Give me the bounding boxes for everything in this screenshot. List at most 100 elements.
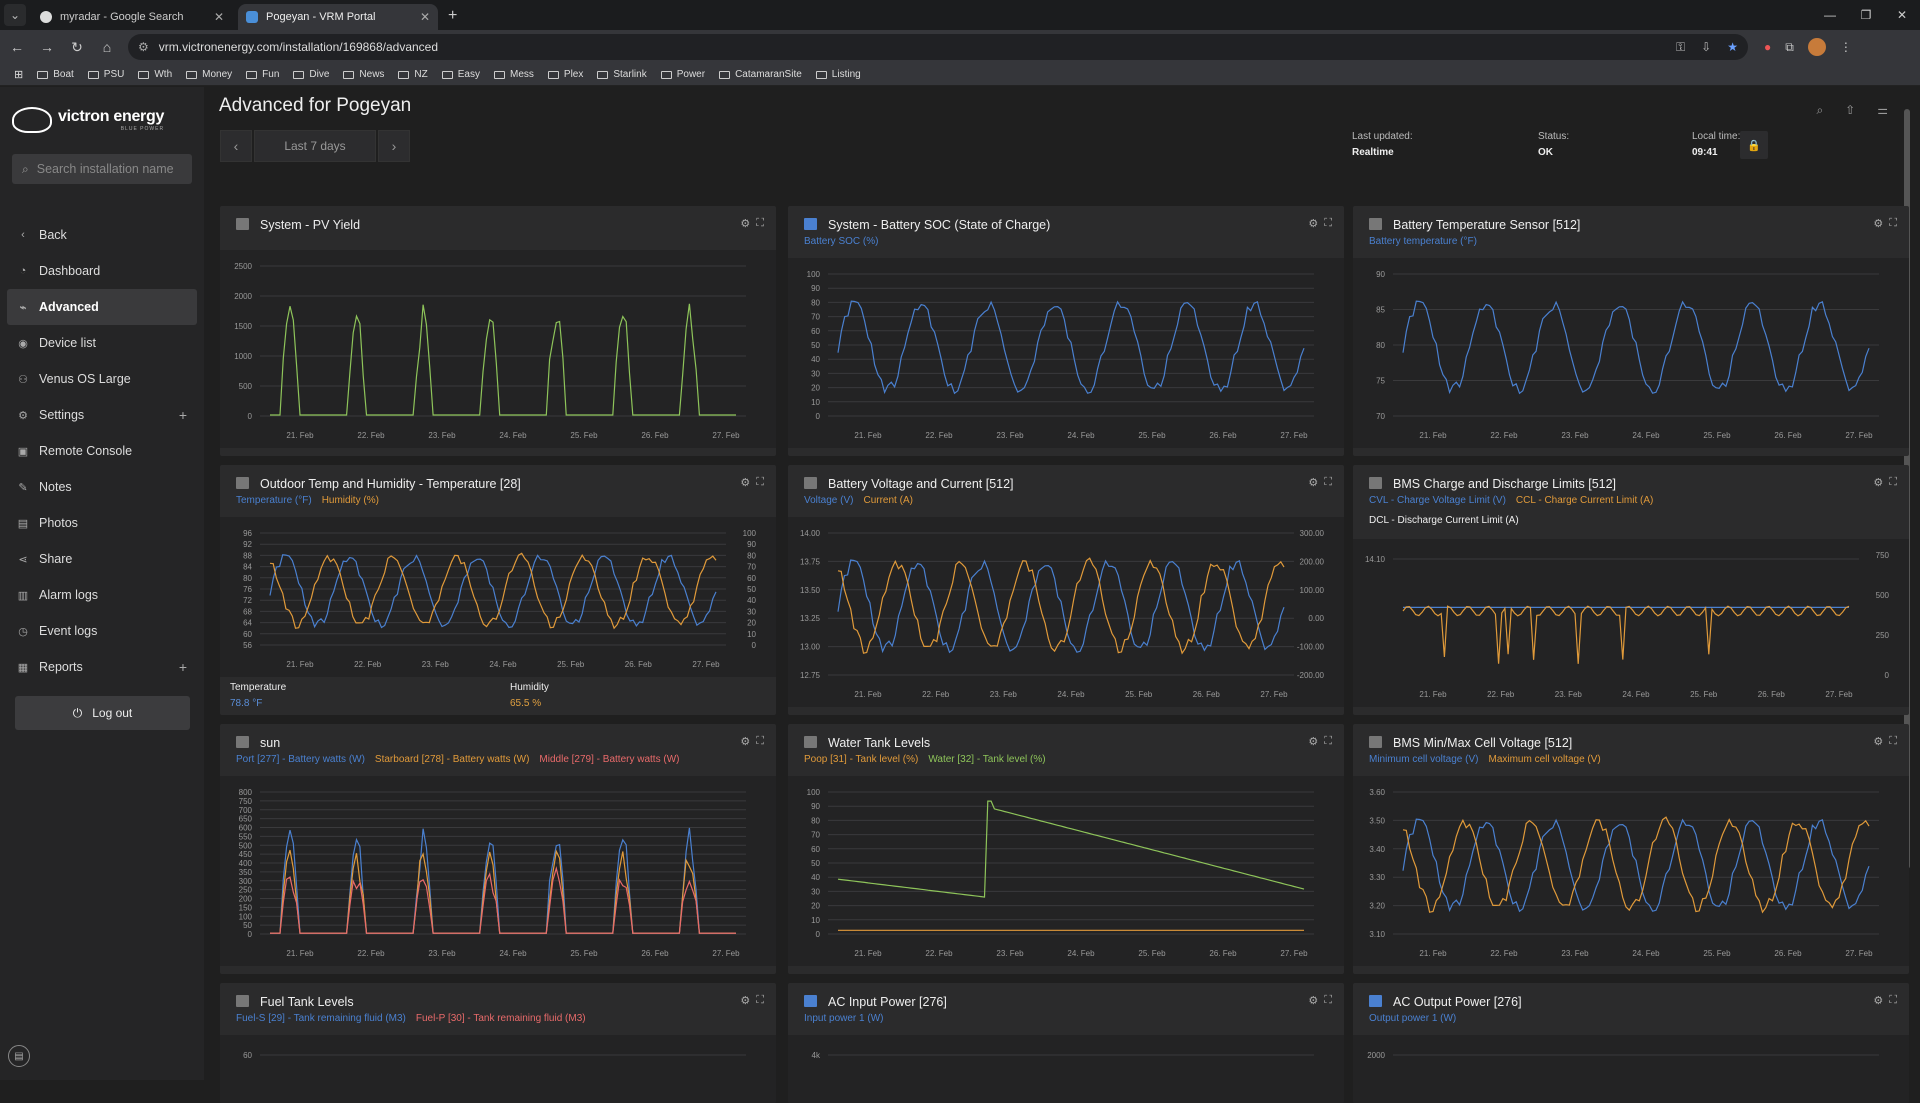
legend-item[interactable]: Humidity (%) [321,495,379,506]
zoom-icon[interactable]: ⌕ [1816,103,1824,117]
expand-icon[interactable]: ⛶ [1324,476,1332,488]
chart-plot[interactable]: 9692888480767268646056100908070605040302… [220,465,776,715]
legend-item[interactable]: Output power 1 (W) [1369,1013,1457,1024]
sidebar-item-event-logs[interactable]: ◷ Event logs [18,624,98,638]
tab-search-icon[interactable]: ⌄ [4,4,26,26]
legend-item[interactable]: Fuel-P [30] - Tank remaining fluid (M3) [415,1013,586,1024]
legend-item[interactable]: Minimum cell voltage (V) [1369,754,1479,765]
expand-icon[interactable]: ⛶ [1889,476,1897,488]
password-icon[interactable]: ⚿ [1676,39,1686,54]
sidebar-item-photos[interactable]: ▤ Photos [17,516,78,530]
expand-icon[interactable]: ⛶ [1324,994,1332,1006]
profile-avatar[interactable] [1807,38,1826,56]
legend-item[interactable]: Input power 1 (W) [804,1013,884,1024]
legend-item[interactable]: Temperature (°F) [236,495,312,506]
expand-icon[interactable]: ⛶ [756,735,764,747]
lock-button[interactable]: 🔒 [1740,131,1768,159]
bookmark-item[interactable]: Plex [547,69,583,80]
legend-item[interactable]: Maximum cell voltage (V) [1488,754,1601,765]
legend-item[interactable]: Current (A) [863,495,913,506]
gear-icon[interactable]: ⚙ [1308,736,1319,748]
sidebar-item-device-list[interactable]: ◉ Device list [18,336,96,350]
chart-plot[interactable]: 2000 [1353,983,1909,1103]
site-info-icon[interactable]: ⚙ [138,40,149,54]
sidebar-item-back[interactable]: ‹ Back [7,217,197,253]
forward-button[interactable]: → [40,39,54,55]
tab-vrm[interactable]: Pogeyan - VRM Portal ✕ [238,4,438,30]
reload-button[interactable]: ↻ [71,38,83,55]
bookmark-item[interactable]: Listing [815,69,861,80]
expand-icon[interactable]: ⛶ [1889,735,1897,747]
sidebar-item-venus-os-large[interactable]: ⚇ Venus OS Large [18,372,131,386]
gear-icon[interactable]: ⚙ [1873,995,1884,1007]
gear-icon[interactable]: ⚙ [1873,736,1884,748]
installation-search[interactable]: ⌕ [12,154,192,184]
expand-icon[interactable]: ⛶ [1889,994,1897,1006]
expand-icon[interactable]: ⛶ [756,217,764,229]
expand-icon[interactable]: + [178,659,187,675]
bookmark-item[interactable]: Easy [441,69,480,80]
close-tab-icon[interactable]: ✕ [419,10,430,24]
bookmark-item[interactable]: CatamaranSite [719,69,802,80]
bookmark-item[interactable]: Starlink [597,69,647,80]
download-icon[interactable]: ⇧ [1845,103,1856,117]
sidebar-item-remote-console[interactable]: ▣ Remote Console [17,444,133,458]
legend-item[interactable]: Fuel-S [29] - Tank remaining fluid (M3) [236,1013,406,1024]
legend-item[interactable]: Port [277] - Battery watts (W) [236,754,365,765]
bookmark-item[interactable]: Mess [494,69,534,80]
bookmark-item[interactable]: Money [186,69,232,80]
bookmark-star-icon[interactable]: ★ [1727,39,1738,54]
filter-icon[interactable]: ⚌ [1877,103,1888,117]
legend-item[interactable]: CVL - Charge Voltage Limit (V) [1369,495,1506,506]
legend-item[interactable]: Battery temperature (°F) [1369,236,1477,247]
expand-icon[interactable]: ⛶ [756,476,764,488]
legend-item[interactable]: Voltage (V) [804,495,854,506]
search-input[interactable] [36,162,177,176]
back-button[interactable]: ← [10,39,24,55]
expand-icon[interactable]: + [178,407,187,423]
home-button[interactable]: ⌂ [102,39,112,55]
victron-logo[interactable]: victron energy BLUE POWER [12,107,164,133]
sidebar-item-settings[interactable]: ⚙ Settings + [18,407,187,423]
bookmark-item[interactable]: Fun [246,69,279,80]
close-tab-icon[interactable]: ✕ [213,10,224,24]
new-tab-button[interactable]: + [448,7,458,24]
sidebar-item-reports[interactable]: ▦ Reports + [17,659,187,675]
expand-icon[interactable]: ⛶ [1324,217,1332,229]
sidebar-item-alarm-logs[interactable]: ▥ Alarm logs [17,588,99,602]
bookmark-item[interactable]: Power [660,69,705,80]
minimize-button[interactable]: — [1824,8,1836,22]
bookmark-item[interactable]: Boat [37,69,74,80]
legend-item[interactable]: CCL - Charge Current Limit (A) [1515,495,1654,506]
bookmark-item[interactable]: Dive [293,69,329,80]
chart-plot[interactable]: 90 85 80 75 70 21. Feb 22. Feb 23. Feb 24. Feb 25… [1353,206,1909,456]
prev-range-button[interactable]: ‹ [220,130,252,162]
gear-icon[interactable]: ⚙ [740,477,751,489]
chart-plot[interactable]: 8007507006506005505004504003503002502001… [220,724,776,974]
chart-plot[interactable]: 60 [220,983,776,1103]
legend-item[interactable]: Middle [279] - Battery watts (W) [539,754,680,765]
sidebar-item-share[interactable]: ⋖ Share [18,552,73,566]
close-window-button[interactable]: ✕ [1896,8,1908,22]
gear-icon[interactable]: ⚙ [1308,995,1319,1007]
legend-item[interactable]: DCL - Discharge Current Limit (A) [1369,515,1519,526]
gear-icon[interactable]: ⚙ [740,218,751,230]
expand-icon[interactable]: ⛶ [756,994,764,1006]
gear-icon[interactable]: ⚙ [1308,218,1319,230]
legend-item[interactable]: Water [32] - Tank level (%) [928,754,1046,765]
chart-plot[interactable]: 3.60 3.50 3.40 3.30 3.20 3.10 21. Feb 22. Feb 23… [1353,724,1909,974]
tab-google[interactable]: myradar - Google Search ✕ [32,4,232,30]
bookmark-item[interactable]: PSU [87,69,124,80]
bookmark-item[interactable]: News [343,69,384,80]
gear-icon[interactable]: ⚙ [1873,477,1884,489]
menu-icon[interactable]: ⋮ [1839,40,1852,54]
legend-item[interactable]: Battery SOC (%) [804,236,879,247]
expand-icon[interactable]: ⛶ [1889,217,1897,229]
gear-icon[interactable]: ⚙ [1873,218,1884,230]
range-label[interactable]: Last 7 days [254,130,376,162]
chart-plot[interactable]: 2500 2000 1500 1000 500 0 21. Feb 22. Feb 23. Fe… [220,206,776,456]
install-icon[interactable]: ⇩ [1701,39,1712,54]
gear-icon[interactable]: ⚙ [1308,477,1319,489]
